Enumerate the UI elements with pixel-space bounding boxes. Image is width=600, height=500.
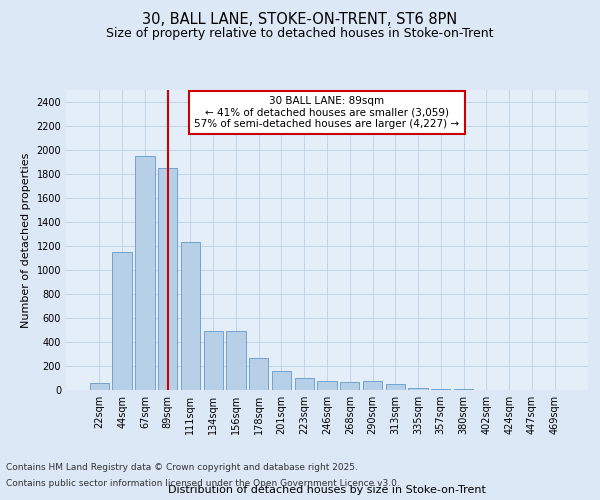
Y-axis label: Number of detached properties: Number of detached properties <box>21 152 31 328</box>
Bar <box>317 381 337 390</box>
Bar <box>386 384 405 390</box>
Bar <box>181 242 200 390</box>
Bar <box>226 331 245 390</box>
Bar <box>272 371 291 390</box>
Bar <box>431 389 451 390</box>
Bar <box>90 383 109 390</box>
Text: 30 BALL LANE: 89sqm
← 41% of detached houses are smaller (3,059)
57% of semi-det: 30 BALL LANE: 89sqm ← 41% of detached ho… <box>194 96 460 129</box>
Bar <box>158 168 178 390</box>
Text: Contains HM Land Registry data © Crown copyright and database right 2025.: Contains HM Land Registry data © Crown c… <box>6 464 358 472</box>
Bar <box>340 382 359 390</box>
Bar <box>295 378 314 390</box>
Bar <box>203 331 223 390</box>
Text: Distribution of detached houses by size in Stoke-on-Trent: Distribution of detached houses by size … <box>168 485 486 495</box>
Bar <box>409 388 428 390</box>
Text: Size of property relative to detached houses in Stoke-on-Trent: Size of property relative to detached ho… <box>106 28 494 40</box>
Bar <box>249 358 268 390</box>
Text: Contains public sector information licensed under the Open Government Licence v3: Contains public sector information licen… <box>6 478 400 488</box>
Bar <box>135 156 155 390</box>
Text: 30, BALL LANE, STOKE-ON-TRENT, ST6 8PN: 30, BALL LANE, STOKE-ON-TRENT, ST6 8PN <box>142 12 458 28</box>
Bar <box>363 381 382 390</box>
Bar <box>112 252 132 390</box>
